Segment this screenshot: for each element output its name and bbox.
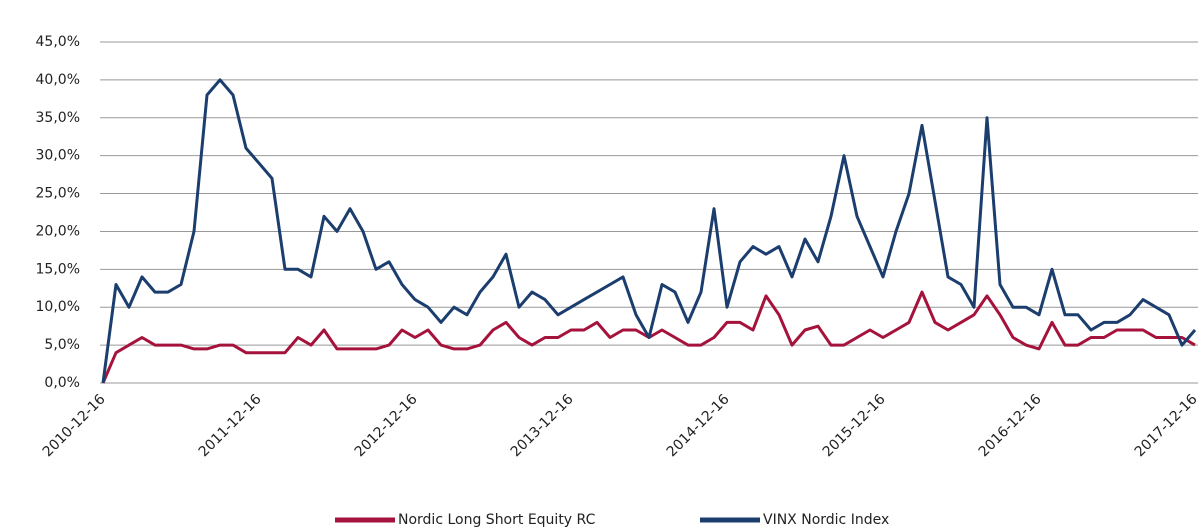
y-tick-label: 45,0% [36, 34, 80, 50]
x-tick-label: 2010-12-16 [40, 391, 109, 460]
y-tick-label: 0,0% [44, 375, 80, 391]
x-tick-label: 2017-12-16 [1132, 391, 1198, 460]
x-tick-label: 2014-12-16 [664, 391, 733, 460]
y-tick-label: 10,0% [36, 299, 80, 315]
legend-label: Nordic Long Short Equity RC [398, 512, 596, 528]
x-tick-label: 2012-12-16 [352, 391, 421, 460]
legend-label: VINX Nordic Index [763, 512, 889, 528]
x-tick-label: 2016-12-16 [976, 391, 1045, 460]
y-tick-label: 5,0% [44, 337, 80, 353]
y-tick-label: 25,0% [36, 186, 80, 202]
y-tick-label: 20,0% [36, 223, 80, 239]
y-tick-label: 30,0% [36, 148, 80, 164]
y-tick-label: 40,0% [36, 72, 80, 88]
y-tick-label: 35,0% [36, 110, 80, 126]
y-tick-label: 15,0% [36, 261, 80, 277]
x-tick-label: 2015-12-16 [820, 391, 889, 460]
x-tick-label: 2011-12-16 [196, 391, 265, 460]
x-tick-label: 2013-12-16 [508, 391, 577, 460]
series-line [101, 78, 1197, 384]
